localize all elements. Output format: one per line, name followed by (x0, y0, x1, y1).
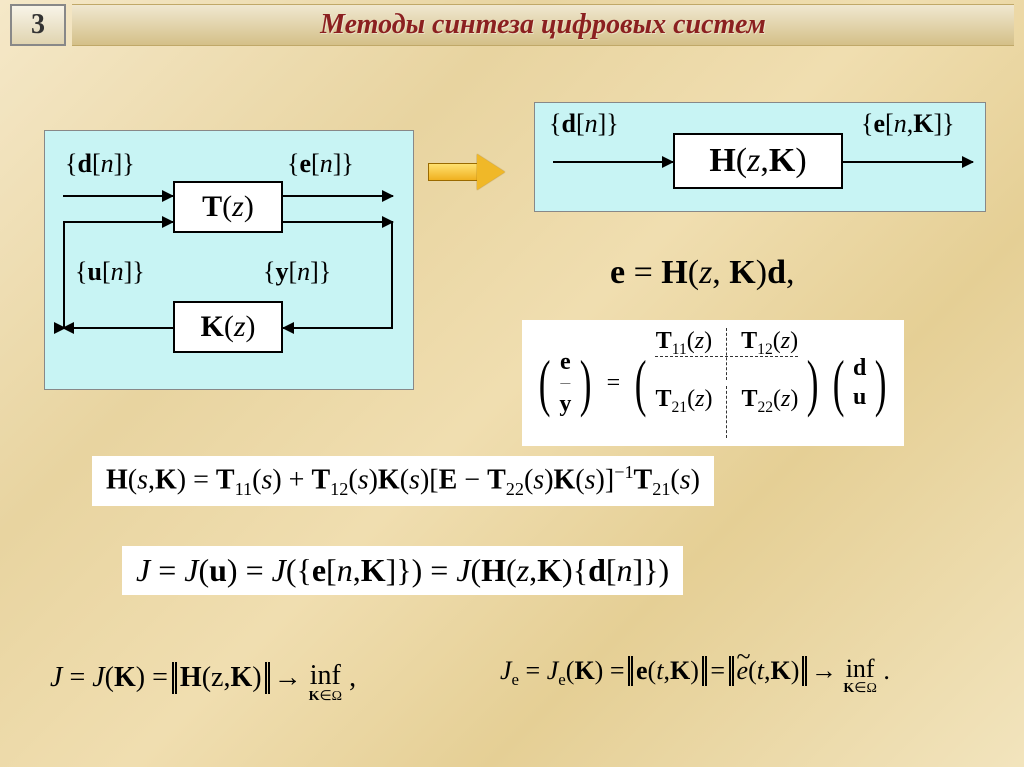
arrow-T-to-y (283, 221, 393, 223)
header-bar: 3 Методы синтеза цифровых систем (0, 0, 1024, 46)
label-e: {e[n]} (287, 149, 354, 179)
arrow-u-to-T (63, 221, 173, 223)
label-u: {u[n]} (75, 257, 145, 287)
label-d-right: {d[n]} (549, 109, 619, 139)
block-T: T(z) (173, 181, 283, 233)
label-d: {d[n]} (65, 149, 135, 179)
right-block-diagram: {d[n]} {e[n,K]} H(z,K) (534, 102, 986, 212)
arrow-d-to-H (553, 161, 673, 163)
label-e-right: {e[n,K]} (861, 109, 955, 139)
eq-J-inf: J = J(K) = H(z,K) → infK∈Ω , (36, 656, 370, 710)
arrow-d-to-T (63, 195, 173, 197)
block-H: H(z,K) (673, 133, 843, 189)
eq-J-chain: J = J(u) = J({e[n,K]}) = J(H(z,K){d[n]}) (122, 546, 683, 595)
feedback-left-v (63, 221, 65, 327)
arrow-T-to-e (283, 195, 393, 197)
eq-matrix: ( e—y ) = ( T11(z) T12(z) T21(z) T22(z) … (522, 320, 904, 446)
page-number: 3 (10, 4, 66, 46)
eq-HsK: H(s,K) = T11(s) + T12(s)K(s)[E − T22(s)K… (92, 456, 714, 506)
arrow-y-to-K (283, 327, 393, 329)
arrow-K-to-u (63, 327, 173, 329)
feedback-right-v (391, 221, 393, 327)
slide-title: Методы синтеза цифровых систем (72, 4, 1014, 46)
left-block-diagram: {d[n]} {e[n]} {u[n]} {y[n]} T(z) K(z) (44, 130, 414, 390)
transform-arrow-icon (428, 154, 508, 190)
label-y: {y[n]} (263, 257, 331, 287)
eq-eHd: e = H(z, K)d, (596, 248, 809, 298)
block-K: K(z) (173, 301, 283, 353)
eq-Je-inf: Je = Je(K) = e(t,K) = ~e(t,K) → infK∈Ω . (486, 650, 904, 702)
arrow-H-to-e (843, 161, 973, 163)
